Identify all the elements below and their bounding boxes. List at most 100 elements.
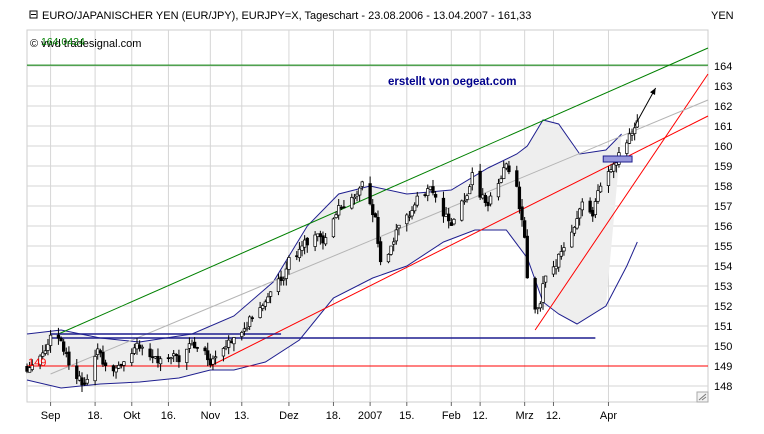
candle-body bbox=[572, 226, 577, 234]
candle-body bbox=[56, 334, 61, 339]
bollinger-bands bbox=[26, 119, 638, 389]
currency-label: YEN bbox=[711, 10, 734, 22]
candle-body bbox=[627, 133, 632, 144]
x-tick-label: Feb bbox=[442, 410, 461, 422]
candle-body bbox=[103, 362, 108, 366]
candle-body bbox=[447, 213, 451, 222]
candle-body bbox=[536, 307, 540, 310]
candle-body bbox=[339, 207, 343, 209]
candle-body bbox=[64, 352, 68, 354]
y-tick-label: 157 bbox=[714, 201, 732, 213]
candle-body bbox=[250, 317, 254, 320]
candle-body bbox=[606, 171, 611, 186]
candle-body bbox=[187, 343, 192, 349]
candle-body bbox=[502, 167, 506, 179]
candle-body bbox=[117, 364, 121, 369]
candle-body bbox=[130, 353, 134, 363]
x-tick-label: Dez bbox=[279, 410, 299, 422]
candle-body bbox=[468, 186, 472, 195]
candle-body bbox=[397, 224, 401, 229]
candle-body bbox=[598, 185, 603, 193]
y-tick-label: 154 bbox=[714, 261, 732, 273]
candle-body bbox=[488, 195, 493, 205]
candle-body bbox=[449, 222, 453, 226]
candle-body bbox=[313, 234, 317, 247]
candle-body bbox=[261, 305, 265, 309]
candle-body bbox=[609, 169, 613, 173]
candle-body bbox=[46, 343, 50, 351]
trend-line-red_trend_steep bbox=[534, 73, 709, 331]
highlight-box bbox=[602, 155, 633, 163]
y-tick-label: 153 bbox=[714, 281, 732, 293]
candle-body bbox=[515, 170, 519, 187]
candle-body bbox=[185, 348, 189, 363]
candle-body bbox=[30, 364, 34, 370]
y-tick-label: 161 bbox=[714, 121, 732, 133]
candle-body bbox=[213, 356, 218, 359]
x-tick-label: 15. bbox=[399, 410, 414, 422]
candle-body bbox=[137, 344, 142, 349]
candle-body bbox=[43, 350, 47, 354]
trend-arrow-head bbox=[650, 88, 656, 95]
candle-body bbox=[101, 351, 105, 365]
scroll-corner-icon[interactable] bbox=[696, 391, 709, 403]
candle-body bbox=[543, 275, 548, 283]
candle-body bbox=[232, 337, 236, 345]
candle-body bbox=[305, 237, 309, 246]
candle-body bbox=[295, 255, 299, 258]
candle-body bbox=[433, 194, 438, 198]
candle-body bbox=[77, 375, 82, 381]
candle-body bbox=[378, 241, 383, 263]
candle-body bbox=[394, 229, 398, 242]
candle-body bbox=[580, 201, 584, 211]
candle-body bbox=[538, 303, 543, 309]
candle-body bbox=[206, 350, 210, 361]
candle-body bbox=[229, 341, 233, 343]
candle-body bbox=[570, 231, 574, 248]
candle-body bbox=[80, 377, 84, 386]
candle-body bbox=[350, 197, 354, 209]
candle-body bbox=[240, 332, 244, 337]
trend-arrow-shaft bbox=[634, 87, 657, 127]
candle-body bbox=[48, 334, 53, 346]
candle-body bbox=[323, 237, 328, 245]
bollinger-upper bbox=[26, 119, 622, 343]
candle-body bbox=[27, 367, 32, 373]
candle-body bbox=[153, 356, 157, 359]
y-tick-label: 150 bbox=[714, 341, 732, 353]
candle-body bbox=[593, 201, 598, 215]
x-tick-label: 12. bbox=[546, 410, 561, 422]
candle-body bbox=[224, 346, 228, 349]
candle-body bbox=[504, 163, 508, 169]
candle-body bbox=[386, 253, 391, 263]
candle-body bbox=[415, 195, 419, 206]
candle-body bbox=[562, 247, 566, 252]
candle-body bbox=[169, 357, 173, 360]
candle-body bbox=[520, 206, 524, 221]
candle-body bbox=[245, 327, 249, 330]
candle-body bbox=[452, 218, 456, 225]
candle-body bbox=[67, 351, 71, 366]
y-tick-label: 162 bbox=[714, 101, 732, 113]
candle-body bbox=[208, 358, 212, 366]
y-axis: 148 149 150 151 152 153 154 155 156 157 158 159 160 1… bbox=[714, 61, 732, 393]
candle-body bbox=[342, 206, 346, 209]
candle-body bbox=[195, 347, 199, 349]
candle-body bbox=[371, 204, 375, 216]
y-tick-label: 156 bbox=[714, 221, 732, 233]
candle-body bbox=[591, 209, 595, 217]
candle-body bbox=[85, 379, 89, 384]
candle-body bbox=[426, 188, 430, 196]
credit-label: erstellt von oegeat.com bbox=[388, 76, 516, 88]
candle-body bbox=[376, 217, 380, 244]
candle-body bbox=[352, 196, 357, 200]
chart-title: EURO/JAPANISCHER YEN (EUR/JPY), EURJPY=X… bbox=[42, 10, 531, 22]
y-tick-label: 158 bbox=[714, 181, 732, 193]
candle-body bbox=[551, 266, 556, 275]
candle-body bbox=[428, 186, 433, 190]
candle-body bbox=[192, 341, 197, 349]
candle-body bbox=[140, 346, 144, 349]
candle-body bbox=[462, 200, 467, 203]
candle-body bbox=[172, 353, 176, 357]
candle-body bbox=[483, 195, 488, 204]
